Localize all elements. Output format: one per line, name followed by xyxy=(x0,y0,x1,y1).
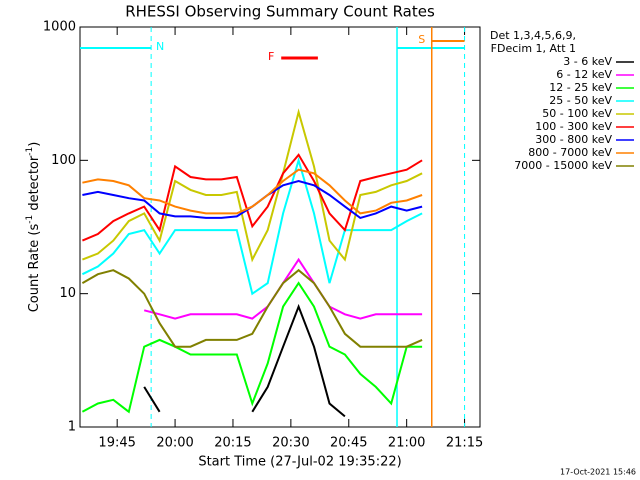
y-axis-label: Count Rate (s-1 detector-1) xyxy=(25,142,42,313)
legend-header: Det 1,3,4,5,6,9, xyxy=(490,29,576,42)
annotation-label: S xyxy=(418,33,425,46)
series-line xyxy=(143,303,346,418)
x-axis-label: Start Time (27-Jul-02 19:35:22) xyxy=(198,455,401,470)
y-axis-label-part: -1 xyxy=(25,147,35,156)
x-tick-label: 20:45 xyxy=(330,436,367,451)
series-line xyxy=(82,108,423,263)
y-axis-label-part: Count Rate (s xyxy=(27,224,42,313)
x-tick-label: 19:45 xyxy=(98,436,135,451)
x-tick-label: 20:00 xyxy=(156,436,193,451)
series-line xyxy=(81,156,423,296)
plot-frame xyxy=(79,26,481,428)
footer-date: 17-Oct-2021 15:46 xyxy=(560,468,636,477)
series-line xyxy=(81,281,423,414)
y-axis-label-part: -1 xyxy=(25,215,35,224)
legend-label: 800 - 7000 keV xyxy=(528,146,612,159)
series-line xyxy=(82,153,423,242)
series-line xyxy=(82,168,423,215)
legend-label: 25 - 50 keV xyxy=(549,94,612,107)
x-tick-label: 20:30 xyxy=(272,436,309,451)
legend-label: 6 - 12 keV xyxy=(556,68,612,81)
chart-title: RHESSI Observing Summary Count Rates xyxy=(125,3,435,21)
x-tick-label: 20:15 xyxy=(214,436,251,451)
legend-label: 300 - 800 keV xyxy=(535,133,612,146)
y-tick-label: 100 xyxy=(51,153,76,168)
series-line xyxy=(81,268,423,348)
x-tick-label: 21:15 xyxy=(446,436,483,451)
y-axis-label-part: ) xyxy=(27,142,42,147)
y-axis-label-part: detector xyxy=(27,155,42,215)
legend-header: FDecim 1, Att 1 xyxy=(491,42,576,55)
legend-label: 100 - 300 keV xyxy=(535,120,612,133)
annotation-label: N xyxy=(156,40,164,53)
legend-label: 7000 - 15000 keV xyxy=(514,159,612,172)
y-tick-label: 10 xyxy=(59,286,76,301)
legend-label: 3 - 6 keV xyxy=(563,55,612,68)
x-tick-label: 21:00 xyxy=(388,436,425,451)
legend-label: 12 - 25 keV xyxy=(549,81,612,94)
annotation-label: F xyxy=(268,50,274,63)
y-tick-label: 1000 xyxy=(43,20,76,35)
y-tick-label: 1 xyxy=(68,420,76,435)
legend-label: 50 - 100 keV xyxy=(542,107,612,120)
